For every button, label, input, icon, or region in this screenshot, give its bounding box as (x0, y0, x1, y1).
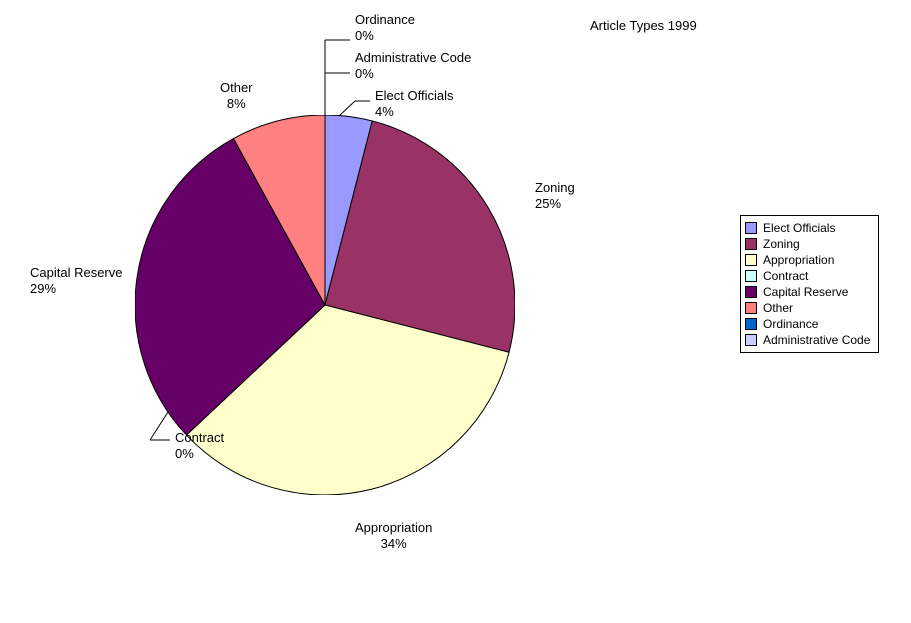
legend-item: Contract (745, 268, 870, 284)
legend-item: Elect Officials (745, 220, 870, 236)
legend-label: Zoning (763, 237, 800, 251)
label-ordinance-name: Ordinance (355, 12, 415, 27)
legend-label: Elect Officials (763, 221, 835, 235)
legend-item: Capital Reserve (745, 284, 870, 300)
label-appropriation-pct: 34% (381, 536, 407, 551)
label-admin-code-name: Administrative Code (355, 50, 471, 65)
legend-label: Appropriation (763, 253, 834, 267)
legend-swatch (745, 270, 757, 282)
label-other-pct: 8% (227, 96, 246, 111)
label-contract-name: Contract (175, 430, 224, 445)
label-contract: Contract 0% (175, 430, 224, 463)
legend-label: Administrative Code (763, 333, 870, 347)
legend-label: Capital Reserve (763, 285, 848, 299)
legend-swatch (745, 286, 757, 298)
label-other: Other 8% (220, 80, 253, 113)
label-elect-officials-pct: 4% (375, 104, 394, 119)
label-elect-officials: Elect Officials 4% (375, 88, 454, 121)
label-ordinance-pct: 0% (355, 28, 374, 43)
label-other-name: Other (220, 80, 253, 95)
label-appropriation-name: Appropriation (355, 520, 432, 535)
legend-item: Other (745, 300, 870, 316)
label-contract-pct: 0% (175, 446, 194, 461)
chart-stage: Article Types 1999 Ordinance 0% Administ… (0, 0, 911, 623)
legend-swatch (745, 238, 757, 250)
legend-swatch (745, 254, 757, 266)
legend-label: Ordinance (763, 317, 818, 331)
label-admin-code-pct: 0% (355, 66, 374, 81)
legend-swatch (745, 222, 757, 234)
legend-item: Zoning (745, 236, 870, 252)
label-capital-reserve-name: Capital Reserve (30, 265, 123, 280)
label-elect-officials-name: Elect Officials (375, 88, 454, 103)
legend-label: Other (763, 301, 793, 315)
label-capital-reserve-pct: 29% (30, 281, 56, 296)
legend-item: Ordinance (745, 316, 870, 332)
label-zoning: Zoning 25% (535, 180, 575, 213)
legend-swatch (745, 302, 757, 314)
chart-title: Article Types 1999 (590, 18, 697, 33)
legend-item: Administrative Code (745, 332, 870, 348)
legend-swatch (745, 334, 757, 346)
label-appropriation: Appropriation 34% (355, 520, 432, 553)
legend-swatch (745, 318, 757, 330)
label-zoning-pct: 25% (535, 196, 561, 211)
label-capital-reserve: Capital Reserve 29% (30, 265, 123, 298)
label-zoning-name: Zoning (535, 180, 575, 195)
legend: Elect Officials Zoning Appropriation Con… (740, 215, 879, 353)
label-admin-code: Administrative Code 0% (355, 50, 471, 83)
legend-label: Contract (763, 269, 808, 283)
legend-item: Appropriation (745, 252, 870, 268)
label-ordinance: Ordinance 0% (355, 12, 415, 45)
